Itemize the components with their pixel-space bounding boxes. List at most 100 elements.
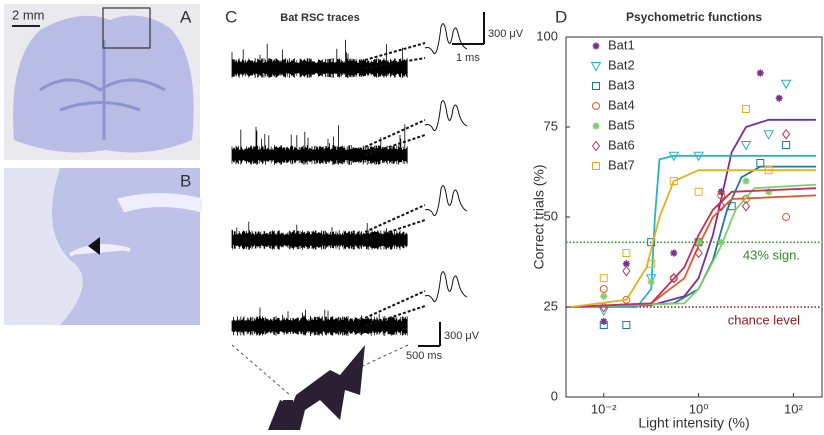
legend-marker [592, 122, 600, 130]
zoom-line [364, 42, 426, 69]
data-point [599, 301, 608, 313]
arrowhead [88, 237, 100, 255]
scale-label: 2 mm [12, 7, 45, 22]
fit-curve [570, 154, 817, 308]
fit-curve [570, 118, 817, 308]
data-point [693, 151, 704, 162]
waveform [424, 100, 468, 131]
scale-label: 300 μV [488, 28, 524, 40]
fit-curve [570, 187, 817, 308]
data-point [756, 69, 764, 77]
y-tick-label: 50 [544, 208, 558, 223]
legend-marker [591, 140, 601, 152]
data-point [740, 141, 752, 151]
data-point [781, 128, 791, 140]
legend-label: Bat5 [608, 117, 635, 132]
data-point [742, 105, 751, 113]
panel-label: A [180, 7, 192, 26]
data-point [622, 321, 631, 329]
fit-curve [570, 183, 817, 308]
zoom-line [364, 290, 426, 327]
chart-title: Psychometric functions [626, 10, 762, 24]
waveform [424, 23, 468, 54]
legend-label: Bat3 [608, 77, 635, 92]
y-tick-label: 75 [544, 118, 558, 133]
waveform [424, 271, 468, 302]
data-point [717, 200, 726, 212]
data-point [598, 306, 610, 317]
chart: Psychometric functions Correct trials (%)… [531, 10, 823, 431]
x-tick-label: 10⁻² [591, 401, 617, 416]
data-point [622, 265, 631, 277]
reference-label: 43% sign. [743, 248, 800, 263]
data-point [645, 274, 657, 284]
reference-label: chance level [728, 312, 800, 327]
trace [231, 307, 408, 336]
trace [231, 124, 408, 165]
y-tick-label: 25 [544, 298, 558, 313]
data-point [647, 278, 655, 286]
data-point [694, 247, 703, 259]
legend-label: Bat6 [608, 137, 635, 152]
data-point [622, 260, 630, 268]
data-point [647, 259, 656, 268]
zoom-line [364, 119, 426, 156]
y-tick-label: 100 [536, 28, 558, 43]
data-point [756, 159, 765, 167]
projection-line [231, 344, 409, 396]
implant [283, 400, 293, 412]
scale-label: 300 μV [444, 330, 480, 342]
y-tick-label: 0 [551, 388, 558, 403]
legend-label: Bat4 [608, 97, 635, 112]
traces [231, 23, 468, 336]
trace [231, 39, 408, 78]
trace [231, 221, 408, 250]
data-point [741, 200, 751, 212]
data-point [599, 285, 608, 293]
fit-curve [570, 165, 817, 308]
x-axis-label: Light intensity (%) [638, 415, 749, 431]
y-axis-label: Correct trials (%) [531, 164, 547, 269]
data-point [669, 177, 678, 185]
panel-label: D [555, 7, 567, 26]
legend-label: Bat1 [608, 37, 635, 52]
legend-marker [592, 102, 600, 110]
waveform [424, 185, 468, 216]
scale-label: 1 ms [456, 52, 480, 64]
panel-label: B [180, 171, 191, 190]
data-point [695, 238, 703, 246]
data-point [765, 188, 773, 196]
zoom-line [364, 204, 426, 241]
fit-curve [570, 169, 817, 308]
scale-label: 500 ms [406, 350, 443, 362]
data-point [780, 79, 792, 90]
tissue-light [4, 168, 83, 325]
data-point [600, 292, 608, 300]
data-point [694, 187, 703, 196]
legend-marker [592, 42, 600, 50]
roi-box [102, 7, 151, 49]
data-point [727, 202, 736, 211]
legend-label: Bat7 [608, 157, 635, 172]
plot-area [565, 36, 823, 398]
data-point [670, 249, 678, 257]
panel-label: C [225, 7, 237, 26]
data-point [782, 141, 791, 149]
panel-title: Bat RSC traces [280, 12, 359, 24]
data-point [717, 238, 725, 246]
x-tick-label: 10² [784, 401, 803, 416]
data-point [775, 94, 783, 102]
brain-structure [39, 40, 166, 140]
legend-marker [590, 62, 602, 72]
data-point [764, 166, 773, 175]
data-point [782, 213, 791, 221]
data-point [742, 177, 750, 185]
data-point [763, 130, 775, 140]
data-point [599, 321, 608, 329]
legend-marker [592, 82, 600, 90]
data-point [622, 249, 631, 257]
data-point [717, 191, 726, 200]
legend-marker [592, 162, 600, 170]
